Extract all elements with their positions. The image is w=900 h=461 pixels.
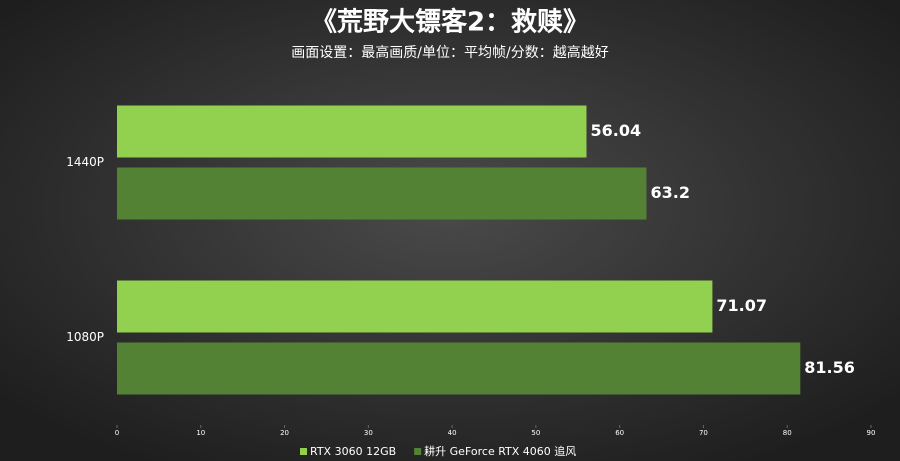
bar [117,105,587,158]
x-tick-label: 20 [280,429,289,437]
data-label: 63.2 [650,183,689,202]
bar [117,342,801,395]
y-tick-label: 1440P [66,155,104,169]
x-tick-label: 70 [699,429,708,437]
x-tick-label: 10 [196,429,205,437]
legend-label: 耕升 GeForce RTX 4060 追风 [424,444,576,458]
data-label: 81.56 [804,358,855,377]
chart-subtitle: 画面设置：最高画质/单位：平均帧/分数：越高越好 [291,44,608,61]
x-tick-label: 40 [448,429,457,437]
x-tick-label: 60 [615,429,624,437]
y-tick-label: 1080P [66,330,104,344]
legend-swatch [414,448,422,455]
legend-swatch [300,448,307,455]
bar [117,280,713,333]
data-label: 71.07 [716,296,767,315]
x-tick-label: 90 [867,429,876,437]
data-label: 56.04 [590,121,641,140]
legend-label: RTX 3060 12GB [310,445,396,458]
x-tick-label: 80 [783,429,792,437]
chart-title: 《荒野大镖客2：救赎》 [311,7,589,38]
x-tick-label: 30 [364,429,373,437]
x-tick-label: 50 [531,429,540,437]
bar [117,167,647,220]
x-tick-label: 0 [115,429,119,437]
